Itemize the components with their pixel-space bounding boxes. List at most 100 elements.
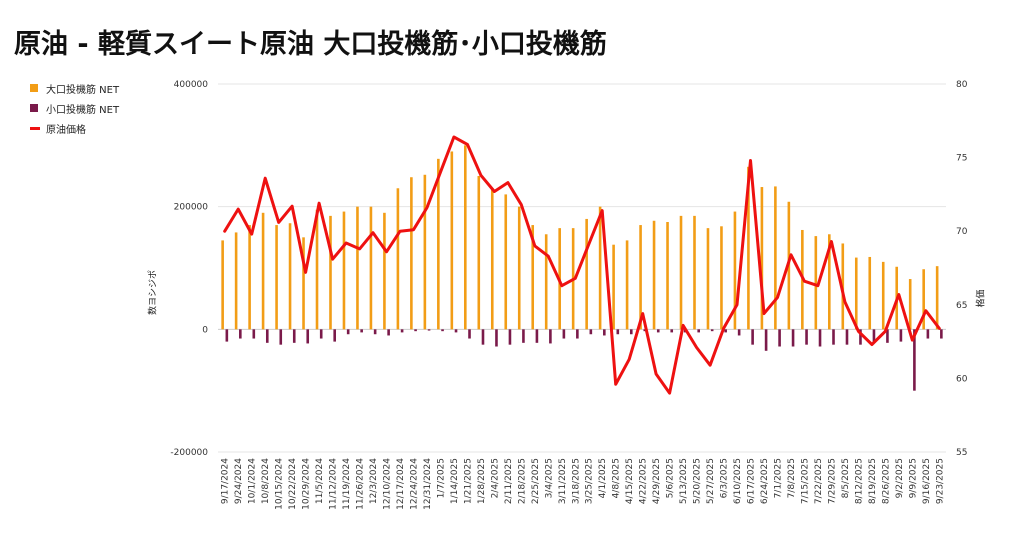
x-tick-label: 7/1/2025 (773, 458, 783, 498)
bar-large (490, 188, 494, 330)
x-tick-label: 4/15/2025 (625, 458, 635, 504)
bar-large (814, 236, 818, 330)
bar-large (221, 240, 224, 330)
bar-small (589, 329, 593, 335)
bar-small (845, 329, 849, 345)
x-tick-label: 4/29/2025 (652, 458, 662, 504)
x-tick-label: 12/31/2024 (423, 458, 433, 510)
x-tick-label: 12/24/2024 (409, 458, 419, 510)
bar-small (468, 329, 471, 339)
bar-small (751, 329, 754, 345)
x-tick-label: 5/6/2025 (666, 458, 676, 498)
bar-large (585, 218, 588, 330)
bar-small (562, 329, 566, 339)
bar-large (342, 211, 346, 330)
bar-small (522, 329, 525, 343)
bar-small (576, 329, 579, 339)
x-tick-label: 4/22/2025 (639, 458, 649, 504)
bar-small (373, 329, 377, 335)
bar-small (441, 329, 444, 332)
x-tick-label: 8/26/2025 (881, 458, 891, 504)
legend-swatch-small (30, 104, 38, 112)
bar-large (477, 176, 481, 330)
y-tick-label: 400000 (174, 80, 209, 90)
y2-tick-label: 60 (956, 374, 968, 384)
bar-large (868, 256, 872, 330)
x-tick-label: 8/5/2025 (841, 458, 851, 498)
x-tick-label: 4/8/2025 (612, 458, 622, 498)
bar-small (603, 329, 606, 336)
bar-large (625, 240, 629, 330)
bar-large (261, 212, 265, 330)
bar-small (495, 329, 498, 347)
y2-tick-label: 80 (956, 80, 968, 90)
x-tick-label: 9/17/2024 (221, 458, 231, 504)
bar-small (913, 329, 916, 391)
bar-large (720, 226, 723, 330)
bar-small (616, 329, 620, 335)
bar-large (302, 237, 305, 330)
bar-small (872, 329, 876, 343)
y2-tick-label: 75 (956, 154, 967, 164)
bar-large (828, 234, 831, 330)
x-tick-label: 10/15/2024 (275, 458, 285, 510)
x-tick-label: 8/19/2025 (868, 458, 878, 504)
bar-small (859, 329, 862, 345)
bar-small (791, 329, 795, 347)
bar-large (531, 225, 535, 330)
x-tick-label: 9/24/2024 (234, 458, 244, 504)
legend-swatch-large (30, 84, 38, 92)
bar-large (423, 174, 427, 330)
bar-large (544, 234, 548, 330)
x-tick-label: 2/11/2025 (504, 458, 514, 504)
x-tick-label: 12/10/2024 (383, 458, 393, 510)
bar-large (922, 269, 925, 330)
bar-small (778, 329, 781, 347)
bar-large (248, 225, 251, 330)
bar-large (288, 223, 292, 330)
bar-small (414, 329, 417, 332)
x-tick-label: 9/23/2025 (935, 458, 945, 504)
x-tick-label: 6/3/2025 (720, 458, 730, 498)
x-tick-label: 1/7/2025 (436, 458, 446, 498)
y-tick-label: -200000 (170, 448, 208, 458)
x-tick-label: 9/16/2025 (922, 458, 932, 504)
bar-small (333, 329, 336, 342)
x-tick-label: 8/12/2025 (854, 458, 864, 504)
bar-large (935, 266, 939, 330)
bar-large (396, 188, 400, 330)
bar-small (643, 329, 647, 332)
bar-large (437, 158, 440, 330)
legend-item-price: 原油価格 (30, 118, 119, 138)
bar-small (899, 329, 903, 342)
bar-small (400, 329, 404, 333)
bar-large (639, 225, 642, 330)
bar-small (710, 329, 714, 332)
bar-large (612, 244, 615, 330)
bar-large (652, 220, 656, 330)
bar-small (737, 329, 741, 336)
bar-large (706, 228, 710, 330)
bar-small (670, 329, 674, 333)
bar-large (356, 206, 359, 330)
y2-tick-label: 55 (956, 448, 967, 458)
bar-small (360, 329, 363, 333)
x-tick-label: 6/24/2025 (760, 458, 770, 504)
bar-small (252, 329, 256, 339)
x-tick-label: 5/20/2025 (693, 458, 703, 504)
bar-small (549, 329, 552, 344)
bar-large (679, 215, 683, 330)
bar-large (908, 279, 912, 330)
x-tick-label: 2/18/2025 (517, 458, 527, 504)
x-tick-label: 1/21/2025 (463, 458, 473, 504)
price-line (223, 135, 941, 395)
y-axis-label: 数ヨシジポ (148, 270, 159, 316)
bar-small (225, 329, 229, 342)
bar-large (733, 211, 737, 330)
x-tick-label: 3/4/2025 (544, 458, 554, 498)
bar-large (410, 177, 413, 330)
legend-item-large: 大口投機筋 NET (30, 78, 119, 98)
x-tick-label: 10/22/2024 (288, 458, 298, 510)
bar-small (535, 329, 539, 343)
bar-small (508, 329, 512, 345)
